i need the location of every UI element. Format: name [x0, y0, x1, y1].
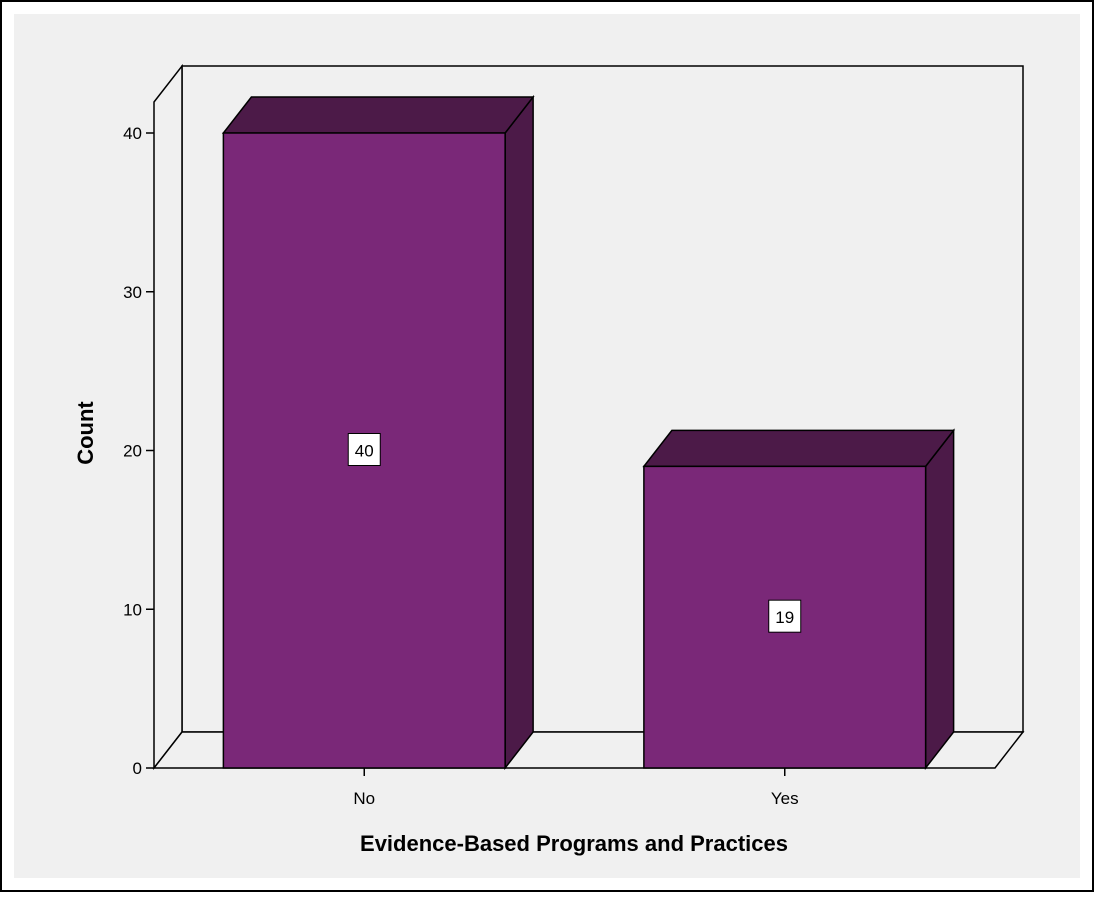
- y-tick-label: 10: [123, 600, 142, 619]
- x-tick-label: No: [353, 789, 375, 808]
- bar-side: [924, 428, 955, 771]
- x-tick-label: Yes: [771, 789, 799, 808]
- y-axis: 0 10 20 30 40: [123, 124, 154, 778]
- bar-side: [504, 94, 534, 771]
- bar-yes: [642, 428, 956, 771]
- y-axis-title: Count: [73, 401, 98, 465]
- bar-no: [221, 94, 535, 771]
- left-wall: [153, 63, 183, 771]
- y-tick-label: 40: [123, 124, 142, 143]
- data-label-text: 40: [355, 442, 374, 461]
- data-label-box: [768, 599, 802, 633]
- data-label-yes: 19: [768, 599, 802, 633]
- bar-top: [221, 96, 535, 134]
- data-label-no: 40: [347, 433, 381, 466]
- y-tick-label: 30: [123, 283, 142, 302]
- y-tick-label: 0: [133, 759, 142, 778]
- data-label-text: 19: [775, 608, 794, 627]
- data-labels: 40 19: [347, 433, 802, 633]
- bar-top: [642, 429, 956, 468]
- x-axis-title: Evidence-Based Programs and Practices: [360, 831, 788, 856]
- y-tick-label: 20: [123, 442, 142, 461]
- x-axis: No Yes: [353, 768, 799, 808]
- data-label-box: [347, 433, 381, 466]
